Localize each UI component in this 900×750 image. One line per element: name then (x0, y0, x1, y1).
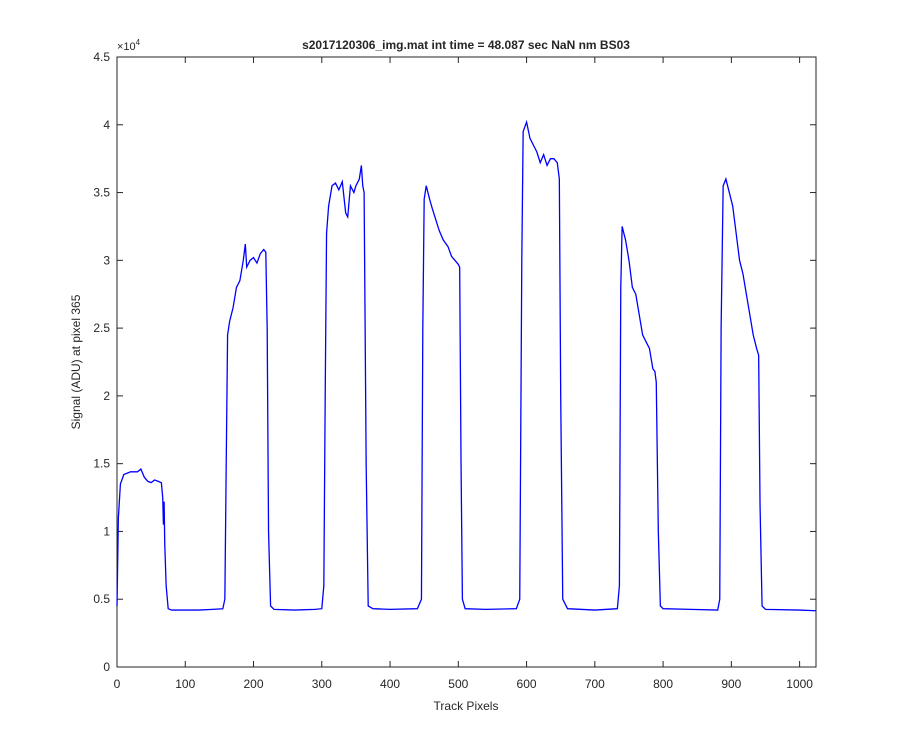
y-tick-label: 2 (103, 389, 110, 403)
plot-area (116, 56, 817, 668)
x-tick-label: 500 (448, 677, 468, 691)
x-tick-label: 700 (585, 677, 605, 691)
y-tick-label: 0.5 (93, 592, 110, 606)
x-axis-label: Track Pixels (434, 699, 499, 713)
x-tick-label: 800 (653, 677, 673, 691)
y-tick-label: 4 (103, 118, 110, 132)
x-tick-label: 0 (114, 677, 121, 691)
y-tick-label: 1.5 (93, 457, 110, 471)
y-axis-label: Signal (ADU) at pixel 365 (69, 294, 83, 429)
y-scale: ×104 (117, 38, 141, 53)
x-tick-label: 100 (175, 677, 195, 691)
y-tick-label: 4.5 (93, 50, 110, 64)
x-tick-label: 300 (312, 677, 332, 691)
x-tick-label: 400 (380, 677, 400, 691)
y-tick-label: 3.5 (93, 186, 110, 200)
y-tick-label: 1 (103, 524, 110, 538)
y-scale-base: ×10 (117, 41, 136, 53)
y-tick-label: 0 (103, 660, 110, 674)
data-line (116, 119, 817, 612)
y-tick-label: 2.5 (93, 321, 110, 335)
x-tick-label: 900 (721, 677, 741, 691)
x-tick-label: 1000 (786, 677, 813, 691)
x-tick-label: 200 (244, 677, 264, 691)
x-tick-label: 600 (517, 677, 537, 691)
chart-title: s2017120306_img.mat int time = 48.087 se… (302, 38, 630, 52)
y-tick-label: 3 (103, 253, 110, 267)
y-scale-exponent: 4 (136, 38, 141, 47)
